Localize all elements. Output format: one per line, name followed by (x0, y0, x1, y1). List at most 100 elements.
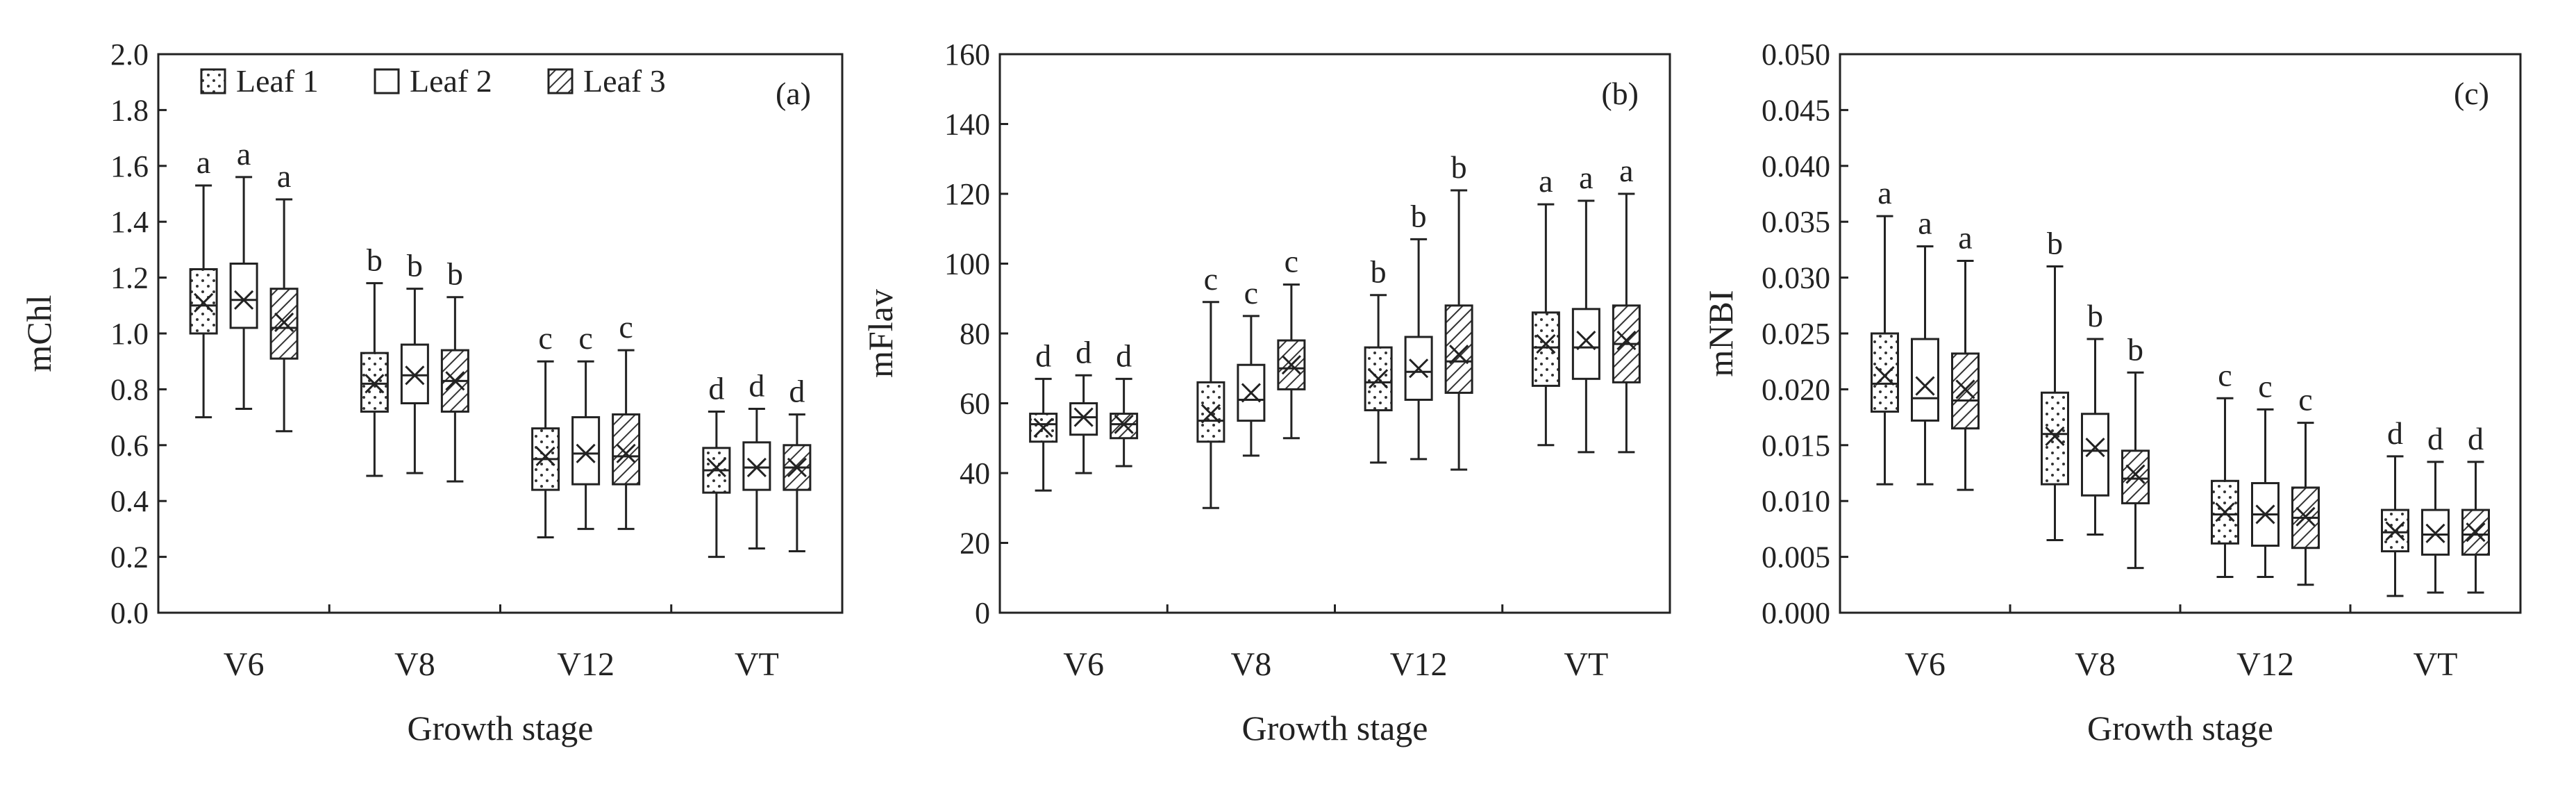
mean-marker (2255, 504, 2275, 524)
legend-label: Leaf 3 (583, 63, 666, 99)
significance-letter: b (367, 242, 383, 278)
box-leaf-2-v6: d (1069, 334, 1098, 474)
significance-letter: c (1244, 275, 1258, 311)
box-leaf-3-v6: a (1951, 220, 1980, 491)
box-leaf-2-v8: c (1237, 275, 1266, 457)
significance-letter: a (1918, 206, 1932, 241)
significance-letter: d (2468, 421, 2484, 456)
y-tick-label: 100 (944, 247, 990, 281)
box-leaf-2-v6: a (1911, 206, 1939, 486)
y-tick-label: 60 (960, 387, 990, 421)
significance-letter: c (538, 320, 552, 356)
box-iqr (2041, 391, 2069, 486)
mean-marker (2425, 523, 2445, 543)
box-leaf-1-v8: b (2041, 226, 2069, 541)
y-axis-title: mFlav (861, 289, 900, 378)
y-tick-label: 0.050 (1762, 38, 1830, 72)
y-tick-label: 2.0 (110, 38, 149, 72)
mean-marker (2125, 464, 2146, 484)
box-leaf-1-vt: d (2381, 415, 2409, 597)
box-iqr (1237, 363, 1266, 422)
significance-letter: b (2127, 331, 2143, 367)
significance-letter: c (619, 309, 633, 345)
box-leaf-3-vt: a (1612, 153, 1641, 454)
x-tick-label: V6 (1063, 646, 1104, 683)
mean-marker (365, 374, 385, 394)
y-tick-label: 140 (944, 108, 990, 142)
mean-marker (746, 457, 767, 478)
y-tick-label: 0.035 (1762, 205, 1830, 239)
box-iqr (1911, 338, 1939, 422)
box-leaf-1-v12: c (2211, 357, 2239, 579)
mean-marker (1955, 379, 1975, 399)
y-tick-label: 0.045 (1762, 93, 1830, 127)
mean-marker (2085, 437, 2105, 458)
box-leaf-3-v12: c (2291, 382, 2320, 586)
y-tick-label: 0.015 (1762, 429, 1830, 463)
significance-letter: d (789, 374, 805, 409)
box-leaf-2-v6: a (229, 136, 258, 411)
mean-marker (1576, 330, 1596, 351)
y-tick-label: 0.030 (1762, 261, 1830, 295)
x-tick-label: V12 (1390, 646, 1448, 683)
x-tick-label: VT (2414, 646, 2458, 683)
plot-frame (998, 53, 1671, 614)
box-leaf-2-v12: c (2251, 368, 2280, 579)
y-tick-label: 0.010 (1762, 484, 1830, 518)
mean-marker (274, 312, 294, 332)
x-axis-title: Growth stage (2087, 709, 2273, 747)
mean-marker (2215, 502, 2235, 522)
legend-label: Leaf 2 (410, 63, 492, 99)
x-axis-title: Growth stage (408, 709, 594, 747)
mean-marker (1369, 369, 1389, 389)
mean-marker (535, 446, 555, 466)
significance-letter: d (1076, 334, 1092, 370)
box-iqr (1531, 311, 1560, 387)
box-iqr (229, 263, 258, 329)
mean-marker (1073, 407, 1094, 427)
box-iqr (1069, 402, 1098, 436)
significance-letter: b (407, 248, 423, 283)
box-iqr (1571, 308, 1600, 380)
box-leaf-1-v8: b (360, 242, 389, 477)
significance-letter: a (196, 144, 210, 180)
y-tick-label: 0.025 (1762, 317, 1830, 351)
mean-marker (1033, 418, 1053, 438)
panel-label: (a) (776, 76, 811, 111)
significance-letter: c (2298, 382, 2312, 418)
box-iqr (571, 416, 601, 486)
box-leaf-1-v6: a (189, 144, 218, 419)
box-leaf-2-v8: b (2081, 298, 2109, 536)
mean-marker (194, 292, 214, 313)
y-tick-label: 0.8 (110, 372, 149, 406)
y-tick-label: 0.040 (1762, 149, 1830, 183)
significance-letter: a (1579, 160, 1593, 195)
box-iqr (2081, 413, 2109, 497)
y-tick-label: 0.005 (1762, 540, 1830, 575)
significance-letter: a (1877, 175, 1891, 210)
significance-letter: a (1958, 220, 1972, 255)
y-tick-label: 0.2 (110, 540, 149, 575)
significance-letter: d (1035, 338, 1051, 373)
box-iqr (400, 343, 429, 404)
y-tick-label: 40 (960, 456, 990, 490)
x-tick-label: VT (735, 646, 779, 683)
box-iqr (1871, 332, 1899, 413)
mean-marker (787, 457, 807, 478)
y-tick-label: 1.0 (110, 317, 149, 351)
significance-letter: b (2047, 226, 2063, 261)
box-leaf-2-vt: d (2421, 421, 2450, 594)
box-leaf-1-v8: c (1196, 261, 1226, 509)
x-axis-title: Growth stage (1242, 709, 1428, 747)
y-tick-label: 1.4 (110, 205, 149, 239)
y-tick-label: 0.0 (110, 596, 149, 630)
x-tick-label: V12 (557, 646, 614, 683)
box-leaf-2-vt: a (1571, 160, 1600, 454)
x-tick-label: V8 (1231, 646, 1272, 683)
y-tick-label: 0.4 (110, 484, 149, 518)
mean-marker (405, 365, 425, 386)
y-tick-label: 1.6 (110, 149, 149, 183)
significance-letter: c (2258, 368, 2272, 404)
legend-item-leaf-1: Leaf 1 (200, 63, 319, 99)
